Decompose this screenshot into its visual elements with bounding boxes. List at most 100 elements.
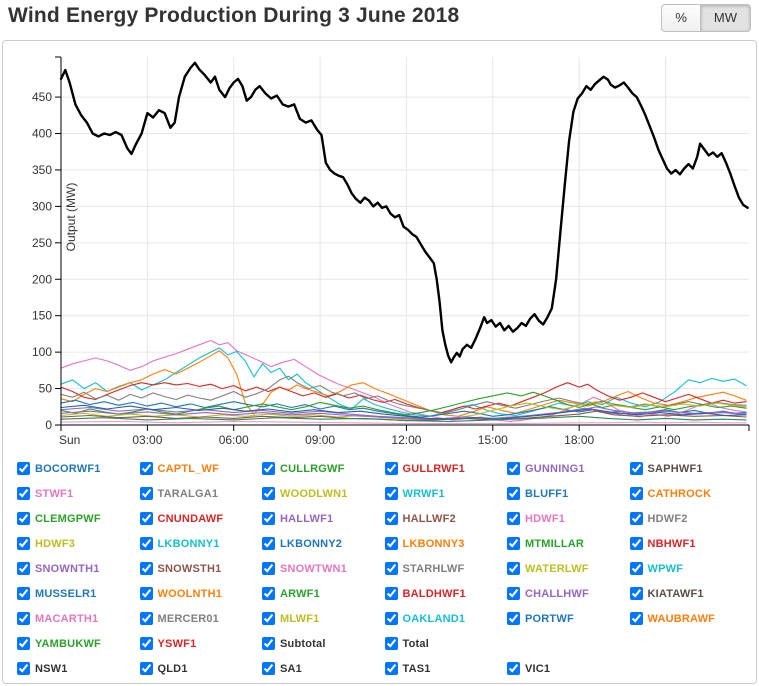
legend-item-vic1[interactable]: VIC1 bbox=[507, 661, 630, 676]
legend-item-woolnth1[interactable]: WOOLNTH1 bbox=[139, 586, 263, 601]
legend-checkbox-hallwf2[interactable] bbox=[384, 512, 398, 525]
legend-checkbox-snowsth1[interactable] bbox=[139, 562, 153, 575]
legend-checkbox-arwf1[interactable] bbox=[262, 587, 275, 600]
legend-checkbox-yambukwf[interactable] bbox=[17, 637, 30, 650]
legend-item-snownth1[interactable]: SNOWNTH1 bbox=[17, 561, 140, 576]
legend-item-hdwf3[interactable]: HDWF3 bbox=[17, 536, 140, 551]
legend-item-yswf1[interactable]: YSWF1 bbox=[139, 636, 263, 651]
legend-checkbox-stwf1[interactable] bbox=[17, 487, 30, 500]
legend-item-captl_wf[interactable]: CAPTL_WF bbox=[139, 461, 263, 476]
legend-checkbox-lkbonny3[interactable] bbox=[384, 537, 398, 550]
legend-checkbox-taralga1[interactable] bbox=[139, 487, 153, 500]
legend-item-total[interactable]: Total bbox=[384, 636, 508, 651]
legend-item-bocorwf1[interactable]: BOCORWF1 bbox=[17, 461, 140, 476]
legend-item-stwf1[interactable]: STWF1 bbox=[17, 486, 140, 501]
legend-item-mercer01[interactable]: MERCER01 bbox=[139, 611, 263, 626]
legend-item-clemgpwf[interactable]: CLEMGPWF bbox=[17, 511, 140, 526]
legend-checkbox-challhwf[interactable] bbox=[507, 587, 520, 600]
legend-checkbox-lkbonny2[interactable] bbox=[262, 537, 275, 550]
legend-checkbox-bluff1[interactable] bbox=[507, 487, 520, 500]
legend-item-woodlwn1[interactable]: WOODLWN1 bbox=[262, 486, 385, 501]
legend-item-challhwf[interactable]: CHALLHWF bbox=[507, 586, 630, 601]
legend-checkbox-nbhwf1[interactable] bbox=[629, 537, 643, 550]
legend-item-subtotal[interactable]: Subtotal bbox=[262, 636, 385, 651]
legend-checkbox-total[interactable] bbox=[384, 637, 398, 650]
legend-item-bluff1[interactable]: BLUFF1 bbox=[507, 486, 630, 501]
legend-item-macarth1[interactable]: MACARTH1 bbox=[17, 611, 140, 626]
legend-checkbox-hdwf1[interactable] bbox=[507, 512, 520, 525]
legend-checkbox-mercer01[interactable] bbox=[139, 612, 153, 625]
legend-checkbox-starhlwf[interactable] bbox=[384, 562, 398, 575]
mw-button[interactable]: MW bbox=[699, 4, 751, 32]
legend-checkbox-saphwf1[interactable] bbox=[629, 462, 643, 475]
legend-checkbox-lkbonny1[interactable] bbox=[139, 537, 153, 550]
legend-item-starhlwf[interactable]: STARHLWF bbox=[384, 561, 508, 576]
legend-item-snowsth1[interactable]: SNOWSTH1 bbox=[139, 561, 263, 576]
legend-item-nbhwf1[interactable]: NBHWF1 bbox=[629, 536, 753, 551]
legend-checkbox-vic1[interactable] bbox=[507, 662, 520, 675]
legend-item-baldhwf1[interactable]: BALDHWF1 bbox=[384, 586, 508, 601]
legend-checkbox-gunning1[interactable] bbox=[507, 462, 520, 475]
legend-checkbox-waterlwf[interactable] bbox=[507, 562, 520, 575]
legend-item-waubrawf[interactable]: WAUBRAWF bbox=[629, 611, 753, 626]
legend-checkbox-cullrgwf[interactable] bbox=[262, 462, 275, 475]
legend-checkbox-wrwf1[interactable] bbox=[384, 487, 398, 500]
legend-checkbox-hdwf2[interactable] bbox=[629, 512, 643, 525]
legend-item-mtmillar[interactable]: MTMILLAR bbox=[507, 536, 630, 551]
legend-checkbox-clemgpwf[interactable] bbox=[17, 512, 30, 525]
legend-item-kiatawf1[interactable]: KIATAWF1 bbox=[629, 586, 753, 601]
legend-item-wrwf1[interactable]: WRWF1 bbox=[384, 486, 508, 501]
legend-item-gullrwf1[interactable]: GULLRWF1 bbox=[384, 461, 508, 476]
legend-checkbox-mlwf1[interactable] bbox=[262, 612, 275, 625]
legend-checkbox-woolnth1[interactable] bbox=[139, 587, 153, 600]
legend-checkbox-waubrawf[interactable] bbox=[629, 612, 643, 625]
legend-checkbox-mtmillar[interactable] bbox=[507, 537, 520, 550]
legend-checkbox-hdwf3[interactable] bbox=[17, 537, 30, 550]
legend-checkbox-cnundawf[interactable] bbox=[139, 512, 153, 525]
legend-item-oakland1[interactable]: OAKLAND1 bbox=[384, 611, 508, 626]
legend-checkbox-kiatawf1[interactable] bbox=[629, 587, 643, 600]
legend-item-saphwf1[interactable]: SAPHWF1 bbox=[629, 461, 753, 476]
legend-checkbox-snownth1[interactable] bbox=[17, 562, 30, 575]
legend-item-wpwf[interactable]: WPWF bbox=[629, 561, 753, 576]
legend-item-hallwf1[interactable]: HALLWF1 bbox=[262, 511, 385, 526]
legend-checkbox-baldhwf1[interactable] bbox=[384, 587, 398, 600]
legend-checkbox-bocorwf1[interactable] bbox=[17, 462, 30, 475]
legend-item-mlwf1[interactable]: MLWF1 bbox=[262, 611, 385, 626]
legend-checkbox-musselr1[interactable] bbox=[17, 587, 30, 600]
legend-checkbox-portwf[interactable] bbox=[507, 612, 520, 625]
legend-item-qld1[interactable]: QLD1 bbox=[139, 661, 263, 676]
legend-item-nsw1[interactable]: NSW1 bbox=[17, 661, 140, 676]
legend-item-hdwf1[interactable]: HDWF1 bbox=[507, 511, 630, 526]
legend-checkbox-snowtwn1[interactable] bbox=[262, 562, 275, 575]
legend-item-waterlwf[interactable]: WATERLWF bbox=[507, 561, 630, 576]
legend-item-yambukwf[interactable]: YAMBUKWF bbox=[17, 636, 140, 651]
percent-button[interactable]: % bbox=[661, 4, 700, 32]
legend-item-tas1[interactable]: TAS1 bbox=[384, 661, 508, 676]
legend-item-lkbonny3[interactable]: LKBONNY3 bbox=[384, 536, 508, 551]
legend-item-cullrgwf[interactable]: CULLRGWF bbox=[262, 461, 385, 476]
legend-item-hdwf2[interactable]: HDWF2 bbox=[629, 511, 753, 526]
legend-checkbox-qld1[interactable] bbox=[139, 662, 153, 675]
legend-checkbox-wpwf[interactable] bbox=[629, 562, 643, 575]
legend-item-lkbonny2[interactable]: LKBONNY2 bbox=[262, 536, 385, 551]
legend-item-musselr1[interactable]: MUSSELR1 bbox=[17, 586, 140, 601]
legend-checkbox-cathrock[interactable] bbox=[629, 487, 643, 500]
legend-item-portwf[interactable]: PORTWF bbox=[507, 611, 630, 626]
legend-checkbox-captl_wf[interactable] bbox=[139, 462, 153, 475]
legend-item-taralga1[interactable]: TARALGA1 bbox=[139, 486, 263, 501]
legend-item-snowtwn1[interactable]: SNOWTWN1 bbox=[262, 561, 385, 576]
legend-item-arwf1[interactable]: ARWF1 bbox=[262, 586, 385, 601]
legend-item-lkbonny1[interactable]: LKBONNY1 bbox=[139, 536, 263, 551]
legend-checkbox-nsw1[interactable] bbox=[17, 662, 30, 675]
legend-checkbox-gullrwf1[interactable] bbox=[384, 462, 398, 475]
legend-item-hallwf2[interactable]: HALLWF2 bbox=[384, 511, 508, 526]
legend-item-sa1[interactable]: SA1 bbox=[262, 661, 385, 676]
legend-checkbox-oakland1[interactable] bbox=[384, 612, 398, 625]
legend-item-cathrock[interactable]: CATHROCK bbox=[629, 486, 753, 501]
legend-checkbox-tas1[interactable] bbox=[384, 662, 398, 675]
legend-checkbox-hallwf1[interactable] bbox=[262, 512, 275, 525]
legend-checkbox-subtotal[interactable] bbox=[262, 637, 275, 650]
legend-checkbox-sa1[interactable] bbox=[262, 662, 275, 675]
legend-item-cnundawf[interactable]: CNUNDAWF bbox=[139, 511, 263, 526]
